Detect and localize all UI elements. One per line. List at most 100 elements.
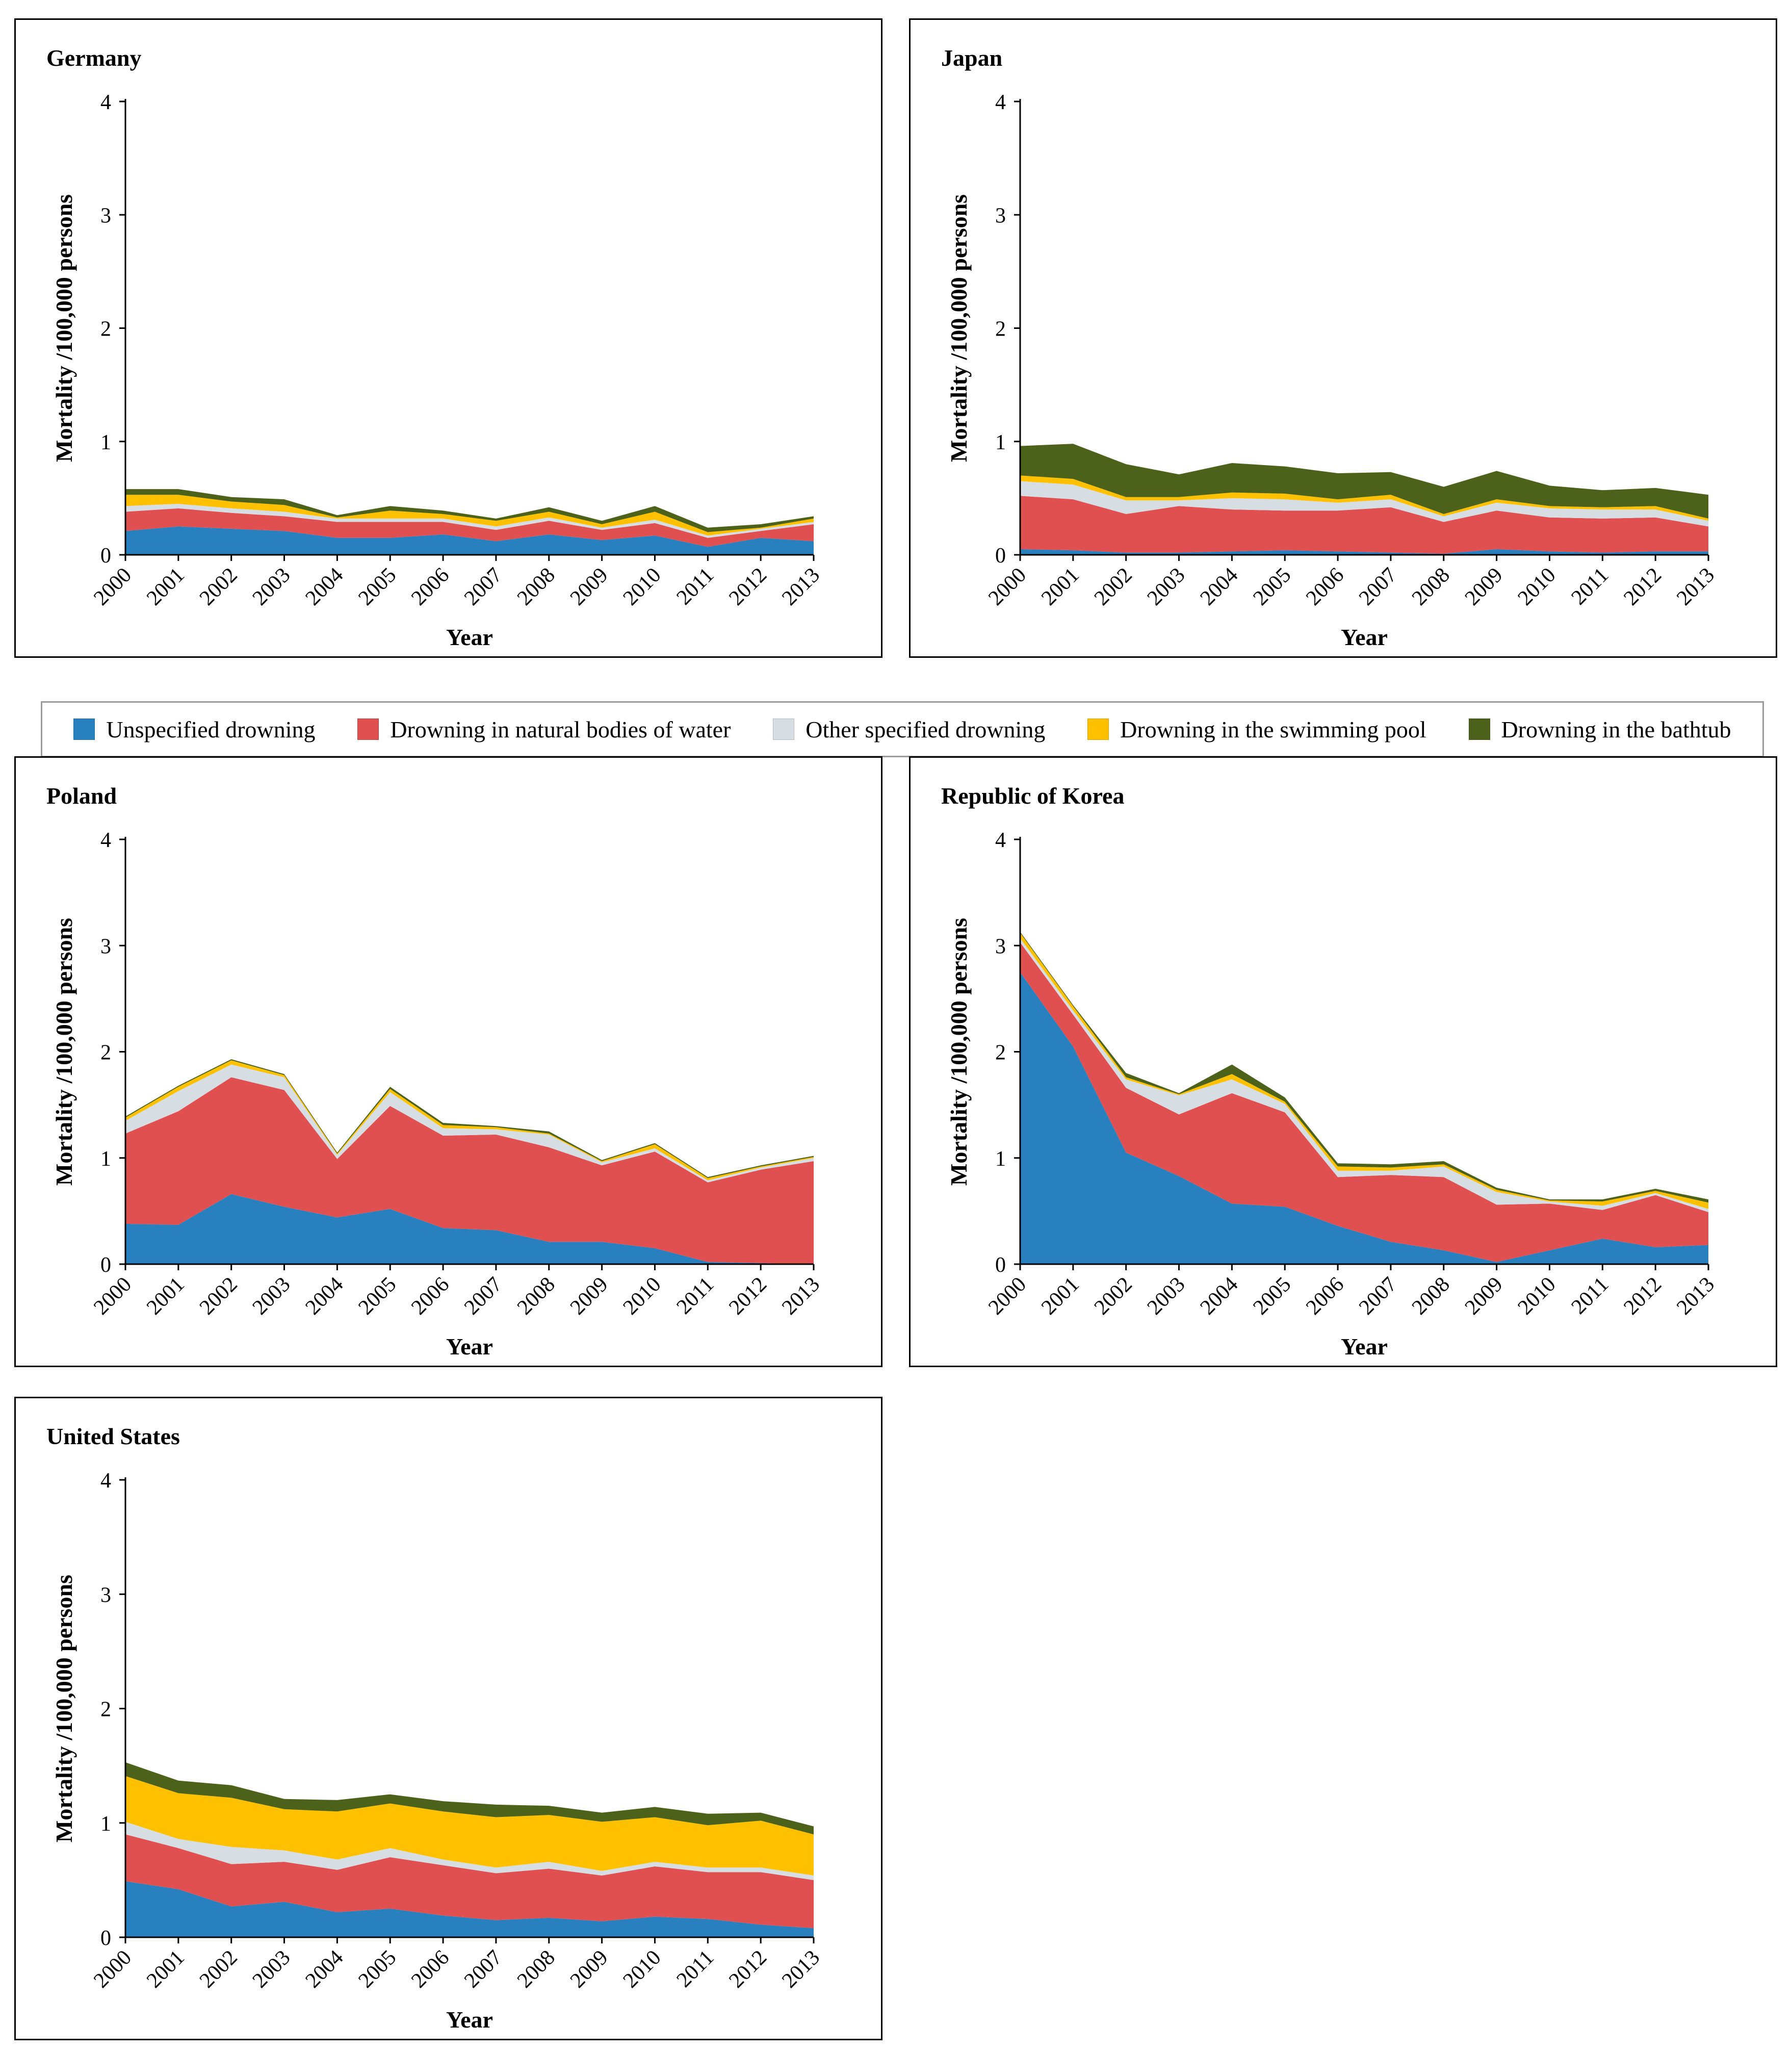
chart-title: Japan (941, 45, 1002, 71)
x-tick-label: 2006 (407, 563, 454, 610)
y-tick-label: 3 (100, 1583, 111, 1607)
chart-panel-japan: Japan 0 1 2 3 4 2000 2001 2002 2003 2004 2005 2006 20… (909, 18, 1777, 658)
legend-swatch-natural-water (357, 719, 379, 740)
x-tick-label: 2007 (1355, 1273, 1401, 1320)
x-tick-label: 2006 (1302, 1273, 1348, 1320)
legend-label-other-specified: Other specified drowning (806, 716, 1046, 742)
area-series-drowning-in-the-swimming-pool (125, 1776, 814, 1876)
x-tick-label: 2000 (89, 1273, 136, 1320)
x-tick-label: 2005 (354, 563, 401, 610)
chart-panel-united-states: United States 0 1 2 3 4 2000 2001 2002 2003 2004 20… (14, 1397, 882, 2040)
x-tick-label: 2011 (1567, 1273, 1614, 1319)
x-tick-label: 2007 (460, 563, 507, 610)
x-tick-label: 2012 (1619, 1273, 1666, 1320)
x-axis-label: Year (446, 624, 493, 650)
y-tick-label: 2 (100, 1698, 111, 1722)
x-tick-label: 2011 (672, 1273, 719, 1319)
x-tick-label: 2003 (248, 563, 295, 610)
x-axis-label: Year (1341, 624, 1388, 650)
y-axis-label: Mortality /100,000 persons (946, 194, 972, 462)
chart-title: Poland (46, 783, 117, 809)
x-tick-label: 2013 (1672, 1273, 1719, 1320)
chart-title: Republic of Korea (941, 783, 1124, 809)
x-tick-label: 2006 (1302, 563, 1348, 610)
area-series-drowning-in-the-swimming-pool (1020, 475, 1708, 521)
x-tick-label: 2002 (195, 563, 242, 610)
x-tick-label: 2013 (777, 1273, 824, 1320)
y-tick-label: 3 (100, 935, 111, 958)
x-tick-label: 2008 (513, 1273, 560, 1320)
x-tick-label: 2009 (1461, 563, 1508, 610)
y-tick-label: 3 (100, 204, 111, 227)
area-series-drowning-in-the-swimming-pool (125, 495, 814, 536)
y-tick-label: 4 (995, 91, 1006, 114)
area-series-other-specified-drowning (125, 504, 814, 538)
legend-swatch-unspecified (73, 719, 95, 740)
x-tick-label: 2013 (777, 1946, 824, 1993)
y-tick-label: 0 (100, 1927, 111, 1950)
x-tick-label: 2005 (1249, 1273, 1295, 1320)
x-tick-label: 2002 (1090, 563, 1137, 610)
x-tick-label: 2011 (672, 563, 719, 610)
x-tick-label: 2010 (619, 563, 666, 610)
x-tick-label: 2008 (513, 563, 560, 610)
x-tick-label: 2001 (1037, 1273, 1084, 1320)
chart-legend: Unspecified drowning Drowning in natural… (41, 701, 1764, 757)
x-tick-label: 2013 (1672, 563, 1719, 610)
x-tick-label: 2001 (142, 563, 189, 610)
x-tick-label: 2011 (1567, 563, 1614, 610)
x-tick-label: 2010 (619, 1273, 666, 1320)
area-series-drowning-in-natural-bodies-of-water (1020, 942, 1708, 1262)
x-tick-label: 2004 (1196, 563, 1243, 610)
area-series-drowning-in-the-swimming-pool (125, 1060, 814, 1181)
area-series-unspecified-drowning (1020, 972, 1708, 1264)
y-tick-label: 4 (995, 829, 1006, 852)
x-axis-label: Year (446, 2007, 493, 2033)
x-tick-label: 2012 (724, 563, 771, 610)
legend-item-other-specified: Other specified drowning (773, 716, 1045, 743)
x-tick-label: 2002 (195, 1273, 242, 1320)
x-tick-label: 2003 (1143, 1273, 1190, 1320)
x-tick-label: 2006 (407, 1946, 454, 1993)
x-tick-label: 2000 (89, 563, 136, 610)
x-tick-label: 2011 (672, 1946, 719, 1992)
area-series-drowning-in-natural-bodies-of-water (125, 1834, 814, 1929)
chart-title: Germany (46, 45, 142, 71)
x-tick-label: 2001 (142, 1946, 189, 1993)
legend-item-unspecified: Unspecified drowning (73, 716, 315, 743)
x-tick-label: 2004 (1196, 1273, 1243, 1320)
x-tick-label: 2010 (1514, 563, 1561, 610)
area-series-drowning-in-the-bathtub (125, 489, 814, 532)
x-tick-label: 2009 (566, 563, 613, 610)
x-tick-label: 2009 (566, 1273, 613, 1320)
y-tick-label: 1 (995, 1147, 1006, 1171)
x-tick-label: 2012 (724, 1946, 771, 1993)
area-series-unspecified-drowning (125, 1881, 814, 1937)
x-tick-label: 2012 (1619, 563, 1666, 610)
chart-svg-germany: Germany 0 1 2 3 4 2000 2001 2002 2003 2004 2005 2006… (46, 45, 824, 650)
chart-panel-korea: Republic of Korea 0 1 2 3 4 2000 2001 2002 2003 20… (909, 756, 1777, 1367)
y-tick-label: 0 (100, 1253, 111, 1277)
y-tick-label: 2 (100, 318, 111, 341)
x-tick-label: 2004 (301, 1273, 348, 1320)
x-tick-label: 2009 (1461, 1273, 1508, 1320)
x-tick-label: 2005 (1249, 563, 1295, 610)
area-series-drowning-in-the-bathtub (1020, 444, 1708, 519)
x-tick-label: 2005 (354, 1273, 401, 1320)
legend-swatch-swimming-pool (1087, 719, 1109, 740)
area-series-other-specified-drowning (125, 1064, 814, 1183)
y-tick-label: 2 (100, 1041, 111, 1065)
x-tick-label: 2002 (195, 1946, 242, 1993)
legend-item-swimming-pool: Drowning in the swimming pool (1087, 716, 1426, 743)
y-tick-label: 1 (995, 431, 1006, 454)
y-tick-label: 0 (995, 544, 1006, 568)
y-axis-label: Mortality /100,000 persons (946, 918, 972, 1186)
legend-label-swimming-pool: Drowning in the swimming pool (1120, 716, 1426, 742)
x-tick-label: 2000 (984, 563, 1031, 610)
y-tick-label: 4 (100, 91, 111, 114)
y-tick-label: 1 (100, 1812, 111, 1836)
legend-swatch-other-specified (773, 719, 795, 740)
